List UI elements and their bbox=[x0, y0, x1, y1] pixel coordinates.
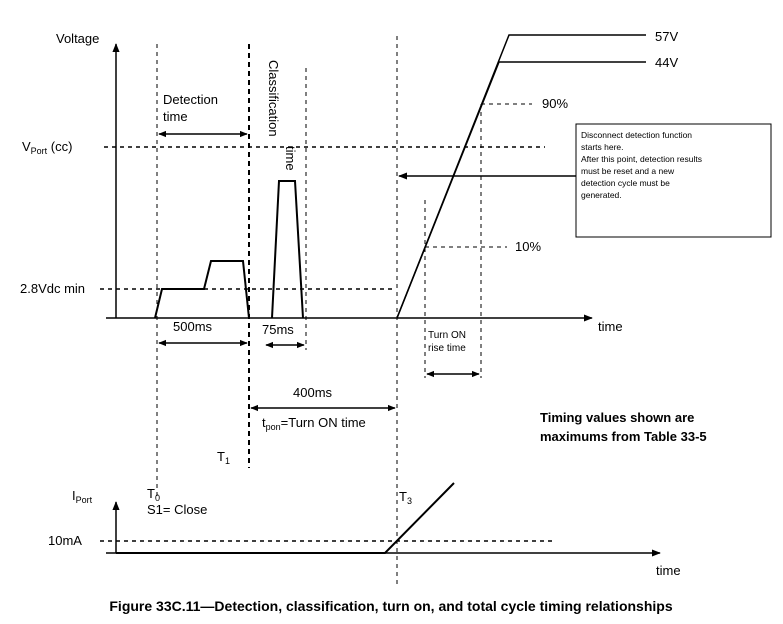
turn-on-rise-line2: rise time bbox=[428, 343, 466, 354]
v44-label: 44V bbox=[655, 55, 678, 70]
detection-waveform bbox=[154, 260, 250, 319]
tpon-label: tpon=Turn ON time bbox=[262, 415, 366, 432]
turn-on-ramp-44v bbox=[396, 61, 646, 319]
note-line-1: Disconnect detection function bbox=[581, 130, 692, 140]
note-line-2: starts here. bbox=[581, 142, 624, 152]
turn-on-rise-line1: Turn ON bbox=[428, 330, 466, 341]
timing-note-line2: maximums from Table 33-5 bbox=[540, 429, 707, 444]
note-line-6: generated. bbox=[581, 190, 622, 200]
v57-label: 57V bbox=[655, 29, 678, 44]
time-axis-label-upper: time bbox=[598, 319, 623, 334]
t3-label: T3 bbox=[399, 489, 412, 506]
detection-label-line2: time bbox=[163, 109, 188, 124]
voltage-axis-label: Voltage bbox=[56, 31, 99, 46]
i10ma-label: 10mA bbox=[48, 533, 82, 548]
note-line-5: detection cycle must be bbox=[581, 178, 670, 188]
classification-waveform bbox=[271, 180, 304, 319]
vport-label: VPort (cc) bbox=[22, 139, 72, 156]
note-line-3: After this point, detection results bbox=[581, 154, 702, 164]
s1-close-label: S1= Close bbox=[147, 502, 207, 517]
note-line-4: must be reset and a new bbox=[581, 166, 675, 176]
dur-400ms-label: 400ms bbox=[293, 385, 333, 400]
timing-note-line1: Timing values shown are bbox=[540, 410, 694, 425]
pct10-label: 10% bbox=[515, 239, 541, 254]
dur-500ms-label: 500ms bbox=[173, 319, 213, 334]
iport-waveform bbox=[116, 482, 455, 554]
pct90-label: 90% bbox=[542, 96, 568, 111]
t0-label: T0 bbox=[147, 486, 160, 503]
iport-axis-label: IPort bbox=[72, 488, 93, 505]
classification-label-line2: time bbox=[283, 146, 298, 171]
detection-label-line1: Detection bbox=[163, 92, 218, 107]
time-axis-label-lower: time bbox=[656, 563, 681, 578]
figure-caption: Figure 33C.11—Detection, classification,… bbox=[109, 598, 672, 614]
v-min-label: 2.8Vdc min bbox=[20, 281, 85, 296]
classification-label-line1: Classification bbox=[266, 60, 281, 137]
t1-label: T1 bbox=[217, 449, 230, 466]
disconnect-note-box bbox=[575, 123, 772, 238]
dur-75ms-label: 75ms bbox=[262, 322, 294, 337]
